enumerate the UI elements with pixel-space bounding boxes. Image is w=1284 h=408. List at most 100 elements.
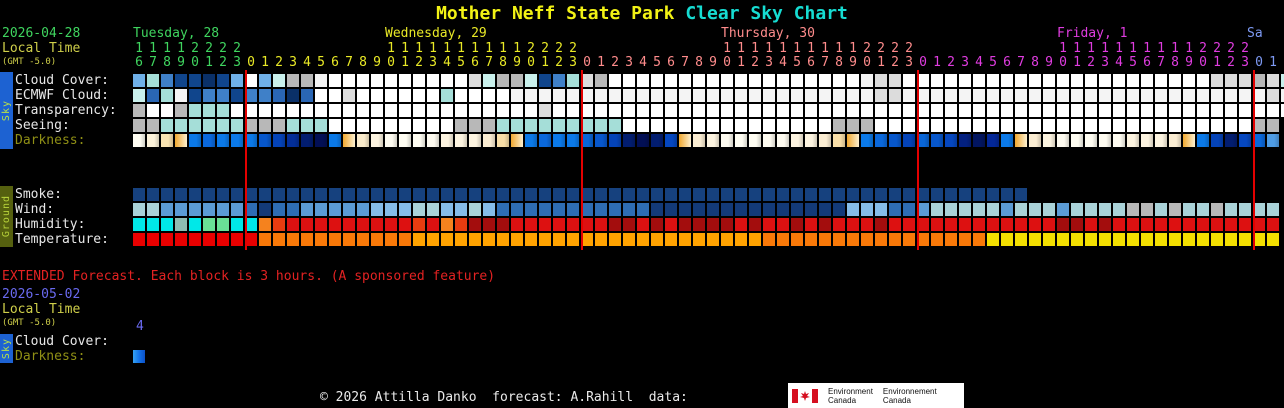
cloud-block[interactable] [511, 74, 523, 87]
ecmwf-block[interactable] [721, 89, 733, 102]
humidity-block[interactable] [1029, 218, 1041, 231]
cloud-block[interactable] [483, 74, 495, 87]
seeing-block[interactable] [553, 119, 565, 132]
ecmwf-block[interactable] [357, 89, 369, 102]
seeing-block[interactable] [777, 119, 789, 132]
ecmwf-block[interactable] [595, 89, 607, 102]
cloud-block[interactable] [1029, 74, 1041, 87]
temperature-block[interactable] [623, 233, 635, 246]
ecmwf-block[interactable] [945, 89, 957, 102]
seeing-block[interactable] [749, 119, 761, 132]
ecmwf-block[interactable] [413, 89, 425, 102]
temperature-block[interactable] [1267, 233, 1279, 246]
wind-block[interactable] [693, 203, 705, 216]
cloud-block[interactable] [329, 74, 341, 87]
seeing-block[interactable] [539, 119, 551, 132]
darkness-block[interactable] [147, 134, 159, 147]
smoke-block[interactable] [427, 188, 439, 201]
smoke-block[interactable] [609, 188, 621, 201]
darkness-block[interactable] [847, 134, 859, 147]
wind-block[interactable] [1197, 203, 1209, 216]
humidity-block[interactable] [329, 218, 341, 231]
temperature-block[interactable] [203, 233, 215, 246]
cloud-block[interactable] [637, 74, 649, 87]
cloud-block[interactable] [623, 74, 635, 87]
darkness-block[interactable] [189, 134, 201, 147]
cloud-block[interactable] [371, 74, 383, 87]
temperature-block[interactable] [875, 233, 887, 246]
transparency-block[interactable] [427, 104, 439, 117]
transparency-block[interactable] [245, 104, 257, 117]
smoke-block[interactable] [133, 188, 145, 201]
seeing-block[interactable] [819, 119, 831, 132]
humidity-block[interactable] [595, 218, 607, 231]
darkness-block[interactable] [1099, 134, 1111, 147]
smoke-block[interactable] [651, 188, 663, 201]
cloud-block[interactable] [1253, 74, 1265, 87]
transparency-block[interactable] [329, 104, 341, 117]
transparency-block[interactable] [777, 104, 789, 117]
transparency-block[interactable] [1253, 104, 1265, 117]
cloud-block[interactable] [161, 74, 173, 87]
smoke-block[interactable] [847, 188, 859, 201]
transparency-block[interactable] [665, 104, 677, 117]
wind-block[interactable] [637, 203, 649, 216]
darkness-block[interactable] [455, 134, 467, 147]
cloud-block[interactable] [287, 74, 299, 87]
transparency-block[interactable] [763, 104, 775, 117]
smoke-block[interactable] [735, 188, 747, 201]
smoke-block[interactable] [343, 188, 355, 201]
humidity-block[interactable] [175, 218, 187, 231]
ecmwf-block[interactable] [497, 89, 509, 102]
ecmwf-block[interactable] [679, 89, 691, 102]
seeing-block[interactable] [1155, 119, 1167, 132]
smoke-block[interactable] [301, 188, 313, 201]
transparency-block[interactable] [959, 104, 971, 117]
humidity-block[interactable] [469, 218, 481, 231]
darkness-block[interactable] [1057, 134, 1069, 147]
transparency-block[interactable] [511, 104, 523, 117]
cloud-block[interactable] [1099, 74, 1111, 87]
seeing-block[interactable] [1043, 119, 1055, 132]
cloud-block[interactable] [301, 74, 313, 87]
temperature-block[interactable] [1127, 233, 1139, 246]
transparency-block[interactable] [413, 104, 425, 117]
wind-block[interactable] [175, 203, 187, 216]
seeing-block[interactable] [693, 119, 705, 132]
transparency-block[interactable] [497, 104, 509, 117]
transparency-block[interactable] [1071, 104, 1083, 117]
darkness-block[interactable] [511, 134, 523, 147]
cloud-block[interactable] [693, 74, 705, 87]
darkness-block[interactable] [1225, 134, 1237, 147]
cloud-block[interactable] [1015, 74, 1027, 87]
ecmwf-block[interactable] [987, 89, 999, 102]
ecmwf-block[interactable] [1015, 89, 1027, 102]
transparency-block[interactable] [1169, 104, 1181, 117]
cloud-block[interactable] [1239, 74, 1251, 87]
humidity-block[interactable] [819, 218, 831, 231]
cloud-block[interactable] [707, 74, 719, 87]
seeing-block[interactable] [581, 119, 593, 132]
wind-block[interactable] [1001, 203, 1013, 216]
darkness-block[interactable] [819, 134, 831, 147]
humidity-block[interactable] [903, 218, 915, 231]
wind-block[interactable] [469, 203, 481, 216]
temperature-block[interactable] [1113, 233, 1125, 246]
humidity-block[interactable] [553, 218, 565, 231]
darkness-block[interactable] [651, 134, 663, 147]
humidity-block[interactable] [343, 218, 355, 231]
temperature-block[interactable] [497, 233, 509, 246]
wind-block[interactable] [413, 203, 425, 216]
humidity-block[interactable] [231, 218, 243, 231]
smoke-block[interactable] [833, 188, 845, 201]
seeing-block[interactable] [329, 119, 341, 132]
humidity-block[interactable] [1225, 218, 1237, 231]
ecmwf-block[interactable] [1001, 89, 1013, 102]
seeing-block[interactable] [469, 119, 481, 132]
wind-block[interactable] [189, 203, 201, 216]
cloud-block[interactable] [147, 74, 159, 87]
seeing-block[interactable] [427, 119, 439, 132]
ecmwf-block[interactable] [763, 89, 775, 102]
ecmwf-block[interactable] [791, 89, 803, 102]
wind-block[interactable] [245, 203, 257, 216]
